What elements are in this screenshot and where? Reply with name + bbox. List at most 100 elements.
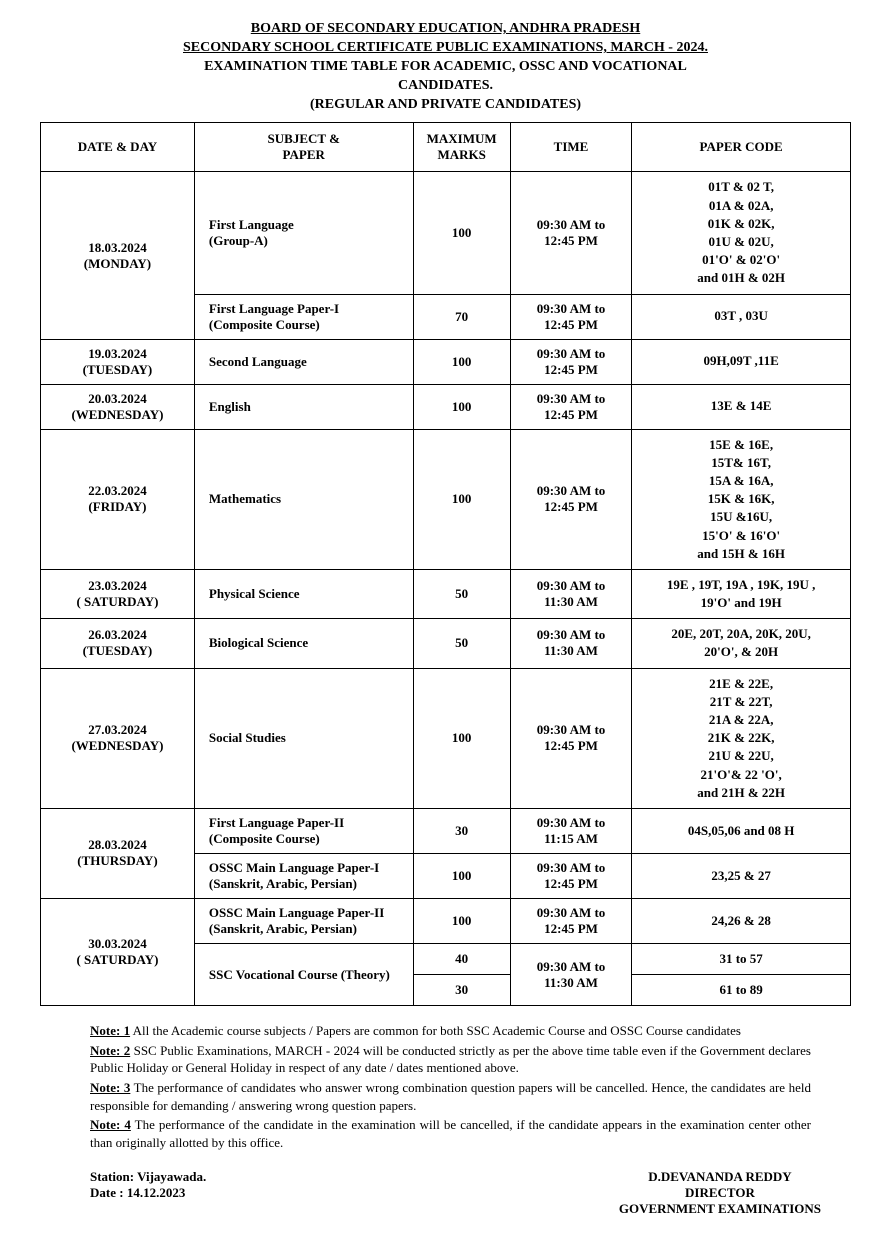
- marks-cell: 40: [413, 943, 510, 974]
- code-cell: 61 to 89: [632, 975, 851, 1006]
- marks-cell: 100: [413, 339, 510, 384]
- time-cell: 09:30 AM to 11:30 AM: [510, 943, 632, 1005]
- code-cell: 19E , 19T, 19A , 19K, 19U , 19'O' and 19…: [632, 569, 851, 618]
- table-row: 18.03.2024 (MONDAY)First Language (Group…: [41, 172, 851, 294]
- footer-right: D.DEVANANDA REDDY DIRECTOR GOVERNMENT EX…: [619, 1169, 821, 1217]
- time-cell: 09:30 AM to 12:45 PM: [510, 853, 632, 898]
- note-4: Note: 4 The performance of the candidate…: [90, 1116, 811, 1151]
- note-1-label: Note: 1: [90, 1023, 130, 1038]
- table-row: 22.03.2024 (FRIDAY)Mathematics10009:30 A…: [41, 429, 851, 569]
- marks-cell: 100: [413, 172, 510, 294]
- station: Station: Vijayawada.: [90, 1169, 206, 1185]
- note-1-text: All the Academic course subjects / Paper…: [130, 1023, 741, 1038]
- header-line-5: (REGULAR AND PRIVATE CANDIDATES): [40, 96, 851, 115]
- note-2-label: Note: 2: [90, 1043, 130, 1058]
- note-2-text: SSC Public Examinations, MARCH - 2024 wi…: [90, 1043, 811, 1076]
- table-row: 30.03.2024 ( SATURDAY)OSSC Main Language…: [41, 898, 851, 943]
- note-4-label: Note: 4: [90, 1117, 131, 1132]
- code-cell: 20E, 20T, 20A, 20K, 20U, 20'O', & 20H: [632, 619, 851, 668]
- code-cell: 24,26 & 28: [632, 898, 851, 943]
- time-cell: 09:30 AM to 12:45 PM: [510, 898, 632, 943]
- marks-cell: 70: [413, 294, 510, 339]
- code-cell: 15E & 16E, 15T& 16T, 15A & 16A, 15K & 16…: [632, 429, 851, 569]
- time-cell: 09:30 AM to 12:45 PM: [510, 384, 632, 429]
- header-line-3: EXAMINATION TIME TABLE FOR ACADEMIC, OSS…: [40, 58, 851, 77]
- table-row: 27.03.2024 (WEDNESDAY)Social Studies1000…: [41, 668, 851, 808]
- subject-cell: First Language Paper-II (Composite Cours…: [194, 808, 413, 853]
- note-1: Note: 1 All the Academic course subjects…: [90, 1022, 811, 1040]
- document-header: BOARD OF SECONDARY EDUCATION, ANDHRA PRA…: [40, 20, 851, 114]
- date-cell: 26.03.2024 (TUESDAY): [41, 619, 195, 668]
- date-cell: 20.03.2024 (WEDNESDAY): [41, 384, 195, 429]
- timetable: DATE & DAY SUBJECT & PAPER MAXIMUM MARKS…: [40, 122, 851, 1006]
- time-cell: 09:30 AM to 12:45 PM: [510, 668, 632, 808]
- date-cell: 19.03.2024 (TUESDAY): [41, 339, 195, 384]
- note-4-text: The performance of the candidate in the …: [90, 1117, 811, 1150]
- subject-cell: Biological Science: [194, 619, 413, 668]
- subject-cell: First Language Paper-I (Composite Course…: [194, 294, 413, 339]
- time-cell: 09:30 AM to 11:15 AM: [510, 808, 632, 853]
- header-line-4: CANDIDATES.: [40, 77, 851, 96]
- table-body: 18.03.2024 (MONDAY)First Language (Group…: [41, 172, 851, 1006]
- table-row: 19.03.2024 (TUESDAY)Second Language10009…: [41, 339, 851, 384]
- table-header-row: DATE & DAY SUBJECT & PAPER MAXIMUM MARKS…: [41, 123, 851, 172]
- subject-cell: Physical Science: [194, 569, 413, 618]
- director-dept: GOVERNMENT EXAMINATIONS: [619, 1201, 821, 1217]
- subject-cell: English: [194, 384, 413, 429]
- director-name: D.DEVANANDA REDDY: [619, 1169, 821, 1185]
- time-cell: 09:30 AM to 12:45 PM: [510, 172, 632, 294]
- time-cell: 09:30 AM to 11:30 AM: [510, 569, 632, 618]
- table-row: 26.03.2024 (TUESDAY)Biological Science50…: [41, 619, 851, 668]
- date-cell: 23.03.2024 ( SATURDAY): [41, 569, 195, 618]
- date-cell: 27.03.2024 (WEDNESDAY): [41, 668, 195, 808]
- notes-section: Note: 1 All the Academic course subjects…: [90, 1022, 811, 1151]
- note-3-text: The performance of candidates who answer…: [90, 1080, 811, 1113]
- marks-cell: 30: [413, 975, 510, 1006]
- table-row: 23.03.2024 ( SATURDAY)Physical Science50…: [41, 569, 851, 618]
- code-cell: 04S,05,06 and 08 H: [632, 808, 851, 853]
- marks-cell: 100: [413, 429, 510, 569]
- code-cell: 31 to 57: [632, 943, 851, 974]
- footer-left: Station: Vijayawada. Date : 14.12.2023: [90, 1169, 206, 1217]
- marks-cell: 50: [413, 619, 510, 668]
- note-3: Note: 3 The performance of candidates wh…: [90, 1079, 811, 1114]
- footer: Station: Vijayawada. Date : 14.12.2023 D…: [90, 1169, 821, 1217]
- marks-cell: 100: [413, 853, 510, 898]
- date-cell: 22.03.2024 (FRIDAY): [41, 429, 195, 569]
- marks-cell: 100: [413, 668, 510, 808]
- code-cell: 09H,09T ,11E: [632, 339, 851, 384]
- code-cell: 23,25 & 27: [632, 853, 851, 898]
- date-cell: 18.03.2024 (MONDAY): [41, 172, 195, 339]
- subject-cell: Social Studies: [194, 668, 413, 808]
- marks-cell: 100: [413, 898, 510, 943]
- subject-cell: First Language (Group-A): [194, 172, 413, 294]
- time-cell: 09:30 AM to 12:45 PM: [510, 339, 632, 384]
- col-time: TIME: [510, 123, 632, 172]
- col-marks: MAXIMUM MARKS: [413, 123, 510, 172]
- subject-cell: OSSC Main Language Paper-I (Sanskrit, Ar…: [194, 853, 413, 898]
- header-line-1: BOARD OF SECONDARY EDUCATION, ANDHRA PRA…: [40, 20, 851, 39]
- time-cell: 09:30 AM to 12:45 PM: [510, 294, 632, 339]
- code-cell: 13E & 14E: [632, 384, 851, 429]
- time-cell: 09:30 AM to 12:45 PM: [510, 429, 632, 569]
- subject-cell: Mathematics: [194, 429, 413, 569]
- note-3-label: Note: 3: [90, 1080, 130, 1095]
- col-subject: SUBJECT & PAPER: [194, 123, 413, 172]
- date-cell: 28.03.2024 (THURSDAY): [41, 808, 195, 898]
- code-cell: 21E & 22E, 21T & 22T, 21A & 22A, 21K & 2…: [632, 668, 851, 808]
- subject-cell: SSC Vocational Course (Theory): [194, 943, 413, 1005]
- marks-cell: 50: [413, 569, 510, 618]
- date-cell: 30.03.2024 ( SATURDAY): [41, 898, 195, 1005]
- note-2: Note: 2 SSC Public Examinations, MARCH -…: [90, 1042, 811, 1077]
- time-cell: 09:30 AM to 11:30 AM: [510, 619, 632, 668]
- director-title: DIRECTOR: [619, 1185, 821, 1201]
- subject-cell: Second Language: [194, 339, 413, 384]
- marks-cell: 100: [413, 384, 510, 429]
- table-row: 28.03.2024 (THURSDAY)First Language Pape…: [41, 808, 851, 853]
- col-code: PAPER CODE: [632, 123, 851, 172]
- marks-cell: 30: [413, 808, 510, 853]
- table-row: 20.03.2024 (WEDNESDAY)English10009:30 AM…: [41, 384, 851, 429]
- code-cell: 03T , 03U: [632, 294, 851, 339]
- col-date: DATE & DAY: [41, 123, 195, 172]
- code-cell: 01T & 02 T, 01A & 02A, 01K & 02K, 01U & …: [632, 172, 851, 294]
